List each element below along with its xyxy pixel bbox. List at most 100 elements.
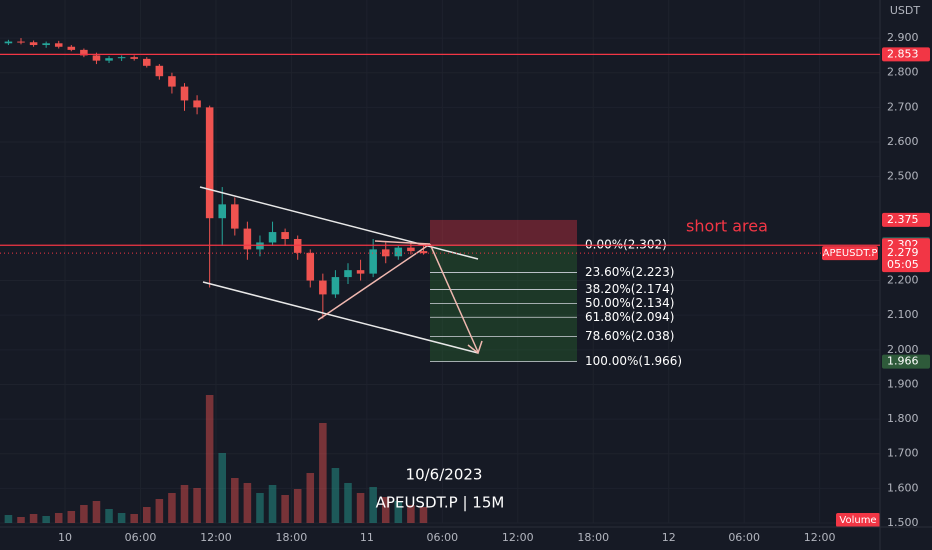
fib-label: 50.00%(2.134) <box>585 296 674 310</box>
fib-label: 100.00%(1.966) <box>585 354 682 368</box>
grid <box>0 0 880 523</box>
volume-bar <box>155 499 164 523</box>
candle-body <box>231 204 239 229</box>
candle-body <box>407 247 415 252</box>
triangle-line <box>317 243 431 321</box>
y-tick-label: 1.700 <box>887 447 919 460</box>
candle-body <box>394 247 403 257</box>
x-tick-label: 12:00 <box>804 531 836 544</box>
volume-bar <box>319 423 327 523</box>
volume-bar <box>92 501 101 523</box>
price-badge-label: 1.966 <box>887 355 919 368</box>
arrow-head <box>467 340 483 355</box>
fib-label: 38.20%(2.174) <box>585 282 674 296</box>
candle-body <box>117 57 126 59</box>
candle-body <box>319 280 327 295</box>
candle-body <box>180 86 189 101</box>
arrow <box>429 243 479 353</box>
candle-body <box>256 242 264 250</box>
candle-body <box>419 251 428 254</box>
y-tick-label: 2.700 <box>887 100 919 113</box>
x-tick-label: 06:00 <box>728 531 760 544</box>
volume-bar <box>281 495 289 523</box>
triangle-line <box>374 240 431 245</box>
x-tick-label: 12:00 <box>200 531 232 544</box>
volume-bar <box>369 487 377 523</box>
candle-body <box>293 238 302 253</box>
price-axis: 2.900 2.800 2.700 2.600 2.500 2.200 2.100 2.000… <box>822 31 930 529</box>
volume <box>4 395 428 523</box>
x-tick-label: 10 <box>58 531 72 544</box>
price-badge <box>882 354 930 369</box>
volume-bar <box>419 507 428 523</box>
candle-body <box>193 100 201 108</box>
y-tick-label: 2.600 <box>887 135 919 148</box>
symbol-label: APEUSDT.P | 15M <box>376 494 505 512</box>
fib-label: 23.60%(2.223) <box>585 265 674 279</box>
volume-bar <box>117 513 126 523</box>
y-tick-label: 1.800 <box>887 412 919 425</box>
candle-body <box>344 270 352 278</box>
y-tick-label: 2.000 <box>887 343 919 356</box>
candles <box>4 38 428 319</box>
volume-badge-label: Volume <box>839 515 876 526</box>
volume-bar <box>218 453 227 523</box>
fib-label: 78.60%(2.038) <box>585 329 674 343</box>
volume-bar <box>80 505 88 523</box>
x-tick-label: 06:00 <box>125 531 157 544</box>
volume-bar <box>256 493 264 523</box>
candle-body <box>155 65 164 77</box>
last-price-label: 2.279 <box>887 246 919 259</box>
volume-bar <box>344 483 352 523</box>
volume-bar <box>54 513 63 523</box>
candle-body <box>218 204 227 219</box>
candle-body <box>4 41 13 44</box>
candle-body <box>17 41 25 43</box>
candle-body <box>243 228 252 250</box>
volume-bar <box>381 497 390 523</box>
volume-bar <box>130 514 138 523</box>
y-tick-label: 2.100 <box>887 308 919 321</box>
y-tick-label: 2.200 <box>887 274 919 287</box>
price-badge <box>882 47 930 62</box>
candle-body <box>381 249 390 257</box>
candle-body <box>168 76 176 87</box>
candle-body <box>142 58 151 66</box>
y-tick-label: 1.900 <box>887 377 919 390</box>
channel-lower <box>202 281 479 354</box>
volume-bar <box>168 493 176 523</box>
volume-bar <box>407 505 415 523</box>
x-tick-label: 12:00 <box>502 531 534 544</box>
candle-body <box>29 42 38 46</box>
fib-zone: 0.00%(2.302)23.60%(2.223)38.20%(2.174)50… <box>430 219 682 368</box>
y-tick-label: 1.600 <box>887 481 919 494</box>
candle-body <box>80 49 88 56</box>
volume-bar <box>394 501 403 523</box>
candle-body <box>130 57 138 59</box>
symbol-badge <box>822 246 878 261</box>
date-label: 10/6/2023 <box>406 466 483 484</box>
volume-bar <box>42 516 50 523</box>
volume-badge <box>836 513 880 527</box>
candle-body <box>306 252 315 281</box>
volume-bar <box>17 517 25 523</box>
volume-bar <box>105 509 113 523</box>
volume-bar <box>180 485 189 523</box>
x-tick-label: 06:00 <box>426 531 458 544</box>
drawings <box>199 186 483 355</box>
axis-unit: USDT <box>890 4 921 17</box>
candle-body <box>205 107 214 219</box>
price-badge-label: 2.853 <box>887 47 919 60</box>
volume-bar <box>142 507 151 523</box>
volume-bar <box>193 488 201 523</box>
price-badge <box>882 212 930 227</box>
volume-bar <box>306 473 315 523</box>
volume-bar <box>231 478 239 523</box>
volume-bar <box>331 468 340 523</box>
volume-bar <box>268 485 277 523</box>
candle-body <box>105 58 113 61</box>
last-price-badge <box>882 246 930 273</box>
volume-bar <box>4 515 13 523</box>
